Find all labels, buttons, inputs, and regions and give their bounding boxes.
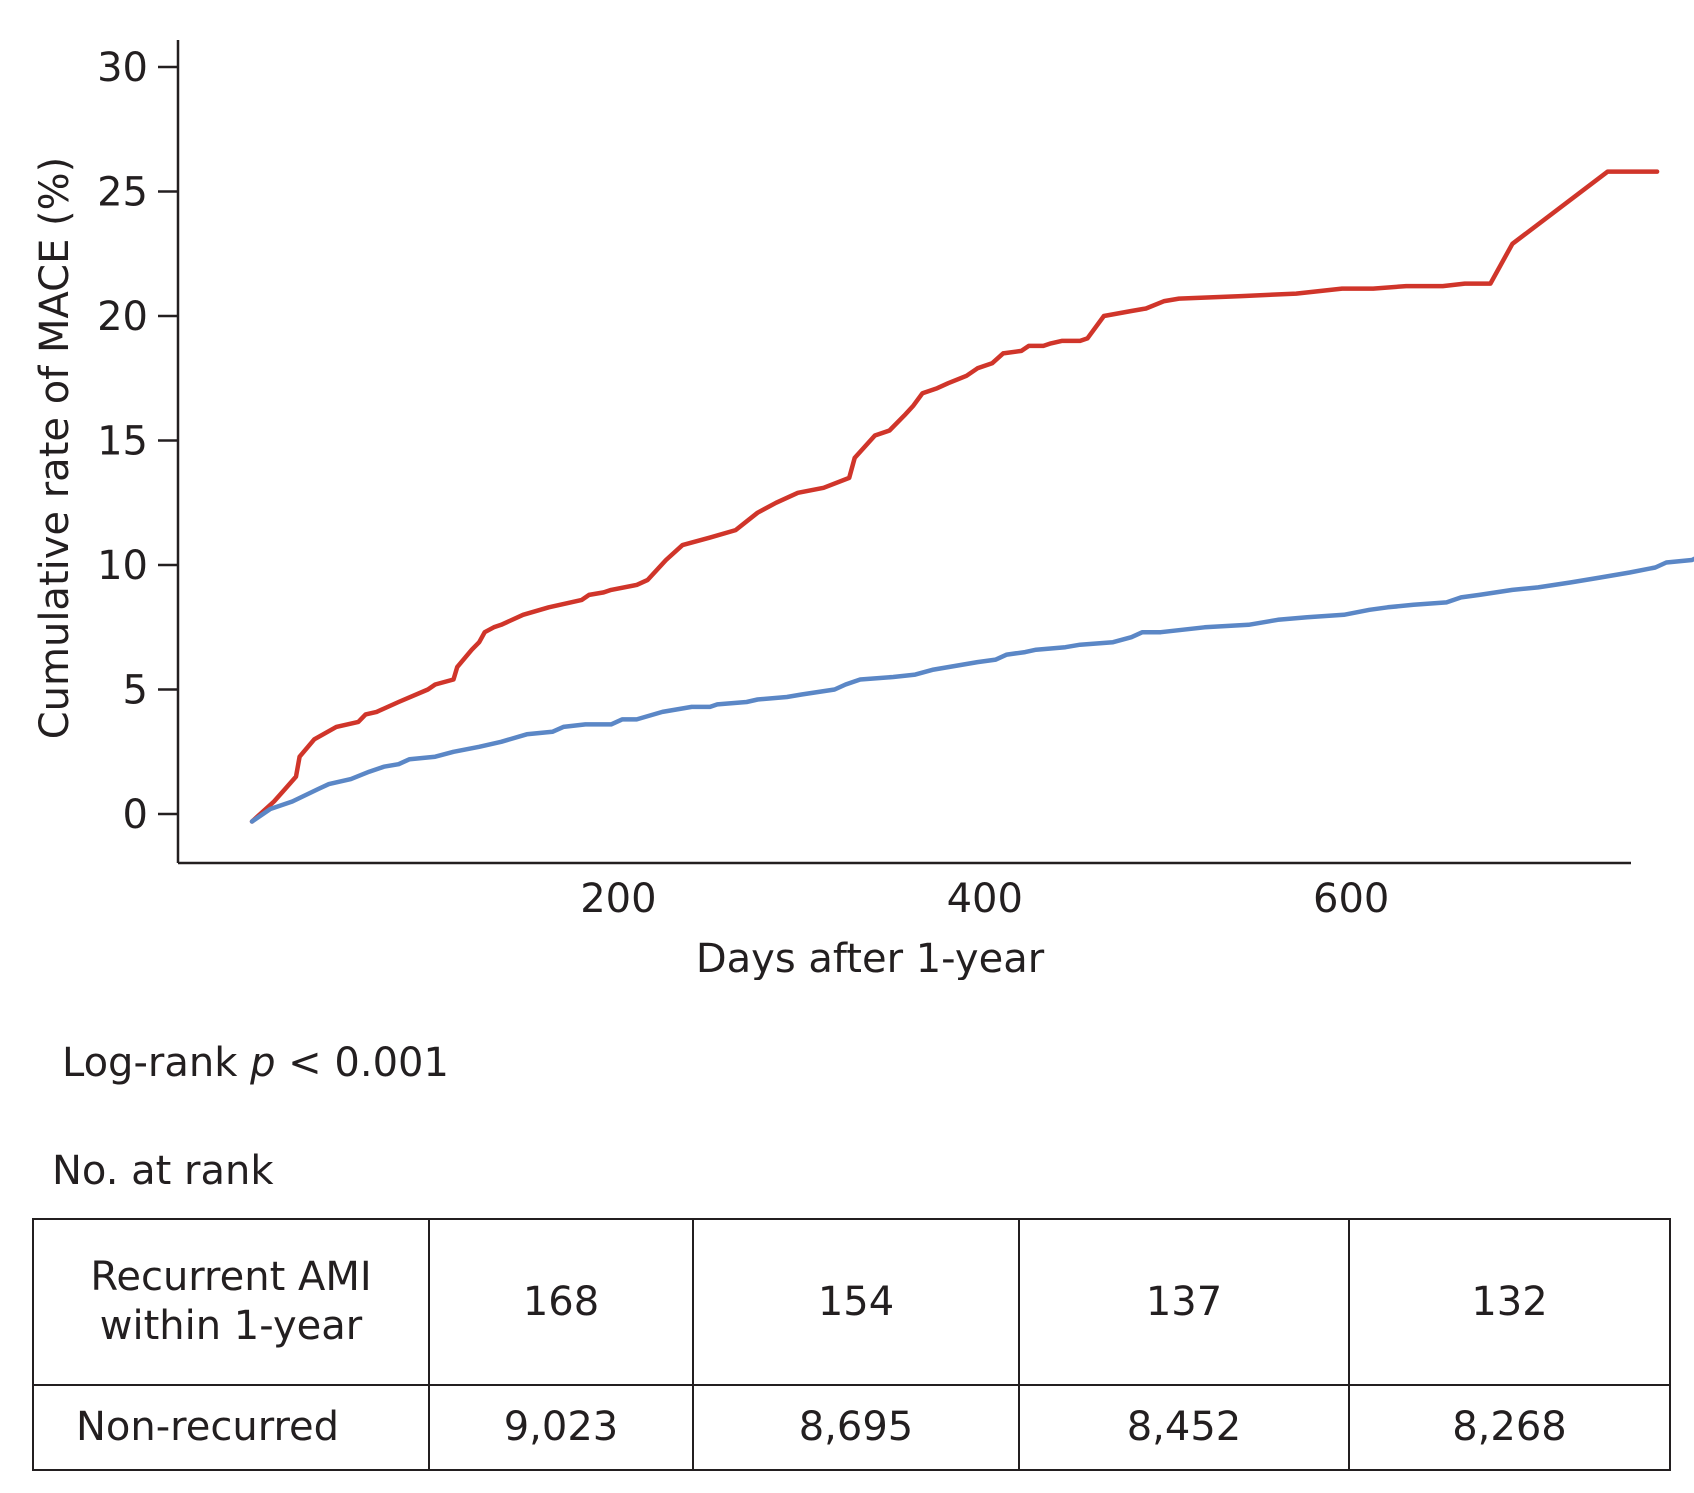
risk-cell: 168 xyxy=(428,1217,694,1387)
risk-table: Recurrent AMI within 1-year 168 154 137 … xyxy=(32,1217,1671,1471)
y-tick-label: 25 xyxy=(97,170,148,216)
logrank-prefix: Log-rank xyxy=(62,1040,251,1086)
risk-cell: 8,695 xyxy=(692,1384,1020,1471)
risk-row-nonrecurred: Non-recurred 9,023 8,695 8,452 8,268 xyxy=(32,1384,1671,1471)
risk-row-label: Non-recurred xyxy=(32,1384,430,1471)
y-tick-label: 0 xyxy=(123,792,148,838)
risk-cell: 137 xyxy=(1018,1217,1350,1387)
series-line-2 xyxy=(249,556,1694,824)
x-tick-label: 400 xyxy=(947,876,1023,922)
risk-cell: 8,452 xyxy=(1018,1384,1350,1471)
risk-row-label: Recurrent AMI within 1-year xyxy=(32,1217,430,1387)
risk-row-label-line1: Recurrent AMI xyxy=(90,1254,372,1301)
logrank-annotation: Log-rank p < 0.001 xyxy=(62,1040,449,1086)
y-tick-label: 5 xyxy=(123,668,148,714)
chart-series xyxy=(249,169,1694,824)
risk-row-recurrent: Recurrent AMI within 1-year 168 154 137 … xyxy=(32,1217,1671,1387)
risk-cell: 9,023 xyxy=(428,1384,694,1471)
risk-cell: 8,268 xyxy=(1348,1384,1671,1471)
series-line-1 xyxy=(249,169,1660,824)
risk-table-title: No. at rank xyxy=(52,1148,274,1194)
y-tick-label: 10 xyxy=(97,543,148,589)
x-tick-label: 600 xyxy=(1313,876,1389,922)
y-tick-label: 30 xyxy=(97,45,148,91)
logrank-p: p xyxy=(250,1040,276,1086)
y-tick-label: 20 xyxy=(97,294,148,340)
risk-row-label-line2: within 1-year xyxy=(99,1303,363,1350)
logrank-suffix: < 0.001 xyxy=(275,1040,449,1086)
risk-cell: 154 xyxy=(692,1217,1020,1387)
x-tick-label: 200 xyxy=(580,876,656,922)
x-axis-label: Days after 1-year xyxy=(696,936,1045,980)
chart-axes: 0 5 10 15 20 25 30 200 400 600 xyxy=(97,40,1631,922)
risk-cell: 132 xyxy=(1348,1217,1671,1387)
y-axis-label: Cumulative rate of MACE (%) xyxy=(32,157,78,740)
y-tick-label: 15 xyxy=(97,419,148,465)
